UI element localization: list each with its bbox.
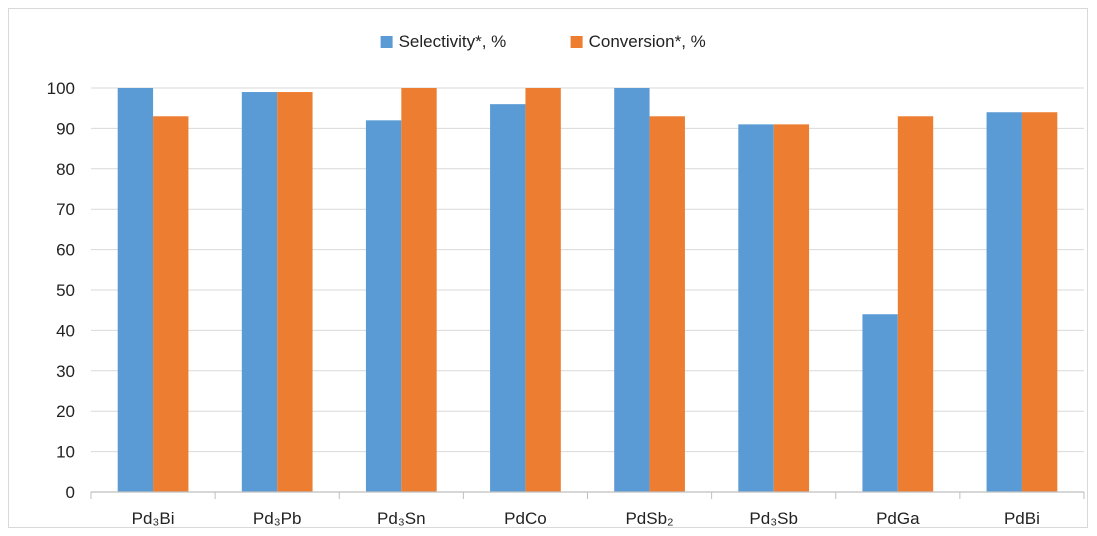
y-tick-label: 30: [56, 362, 75, 381]
y-tick-label: 60: [56, 241, 75, 260]
legend-label-selectivity: Selectivity*, %: [399, 32, 507, 51]
x-tick-label: PdGa: [876, 509, 920, 528]
bar-selectivity: [738, 124, 774, 493]
bar-conversion: [153, 116, 189, 492]
x-tick-label: PdBi: [1004, 509, 1040, 528]
bar-conversion: [277, 92, 313, 492]
bar-selectivity: [986, 112, 1022, 493]
gridlines: [91, 87, 1084, 453]
y-tick-label: 100: [47, 79, 75, 98]
bar-selectivity: [614, 88, 650, 492]
x-tick-label: Pd₃Sn: [377, 509, 426, 528]
bar-conversion: [1021, 112, 1058, 493]
y-tick-label: 0: [66, 483, 75, 502]
bar-selectivity: [490, 104, 526, 492]
legend-swatch-conversion: [570, 36, 583, 48]
bar-conversion: [649, 116, 685, 492]
bar-conversion: [401, 88, 437, 492]
bar-conversion: [897, 116, 934, 492]
y-tick-label: 80: [56, 160, 75, 179]
y-tick-label: 50: [56, 281, 75, 300]
y-tick-label: 10: [56, 443, 75, 462]
bar-selectivity: [862, 314, 898, 492]
legend-swatch-selectivity: [380, 36, 393, 48]
bar-selectivity: [117, 88, 154, 492]
x-tick-label: Pd₃Pb: [253, 509, 302, 528]
y-tick-label: 90: [56, 119, 75, 138]
y-tick-label: 70: [56, 200, 75, 219]
y-tick-label: 40: [56, 321, 75, 340]
axes: 0 10 20 30 40 50 60 70 80 90 100 Pd₃Bi Pd₃Pb Pd₃Sn PdC…: [47, 79, 1085, 528]
legend-label-conversion: Conversion*, %: [589, 32, 706, 51]
bar-conversion: [525, 88, 561, 492]
x-tick-label: PdCo: [504, 509, 547, 528]
x-tick-label: PdSb₂: [625, 509, 673, 528]
bar-conversion: [773, 124, 810, 493]
bar-chart: 0 10 20 30 40 50 60 70 80 90 100 Pd₃Bi Pd₃Pb Pd₃Sn PdC…: [47, 32, 1085, 528]
x-tick-label: Pd₃Sb: [749, 509, 798, 528]
bars: [117, 88, 1058, 493]
legend: Selectivity*, % Conversion*, %: [380, 32, 706, 51]
x-tick-label: Pd₃Bi: [132, 509, 175, 528]
bar-selectivity: [365, 120, 402, 492]
y-tick-label: 20: [56, 402, 75, 421]
bar-selectivity: [241, 92, 278, 492]
chart-frame: 0 10 20 30 40 50 60 70 80 90 100 Pd₃Bi Pd₃Pb Pd₃Sn PdC…: [8, 8, 1088, 528]
